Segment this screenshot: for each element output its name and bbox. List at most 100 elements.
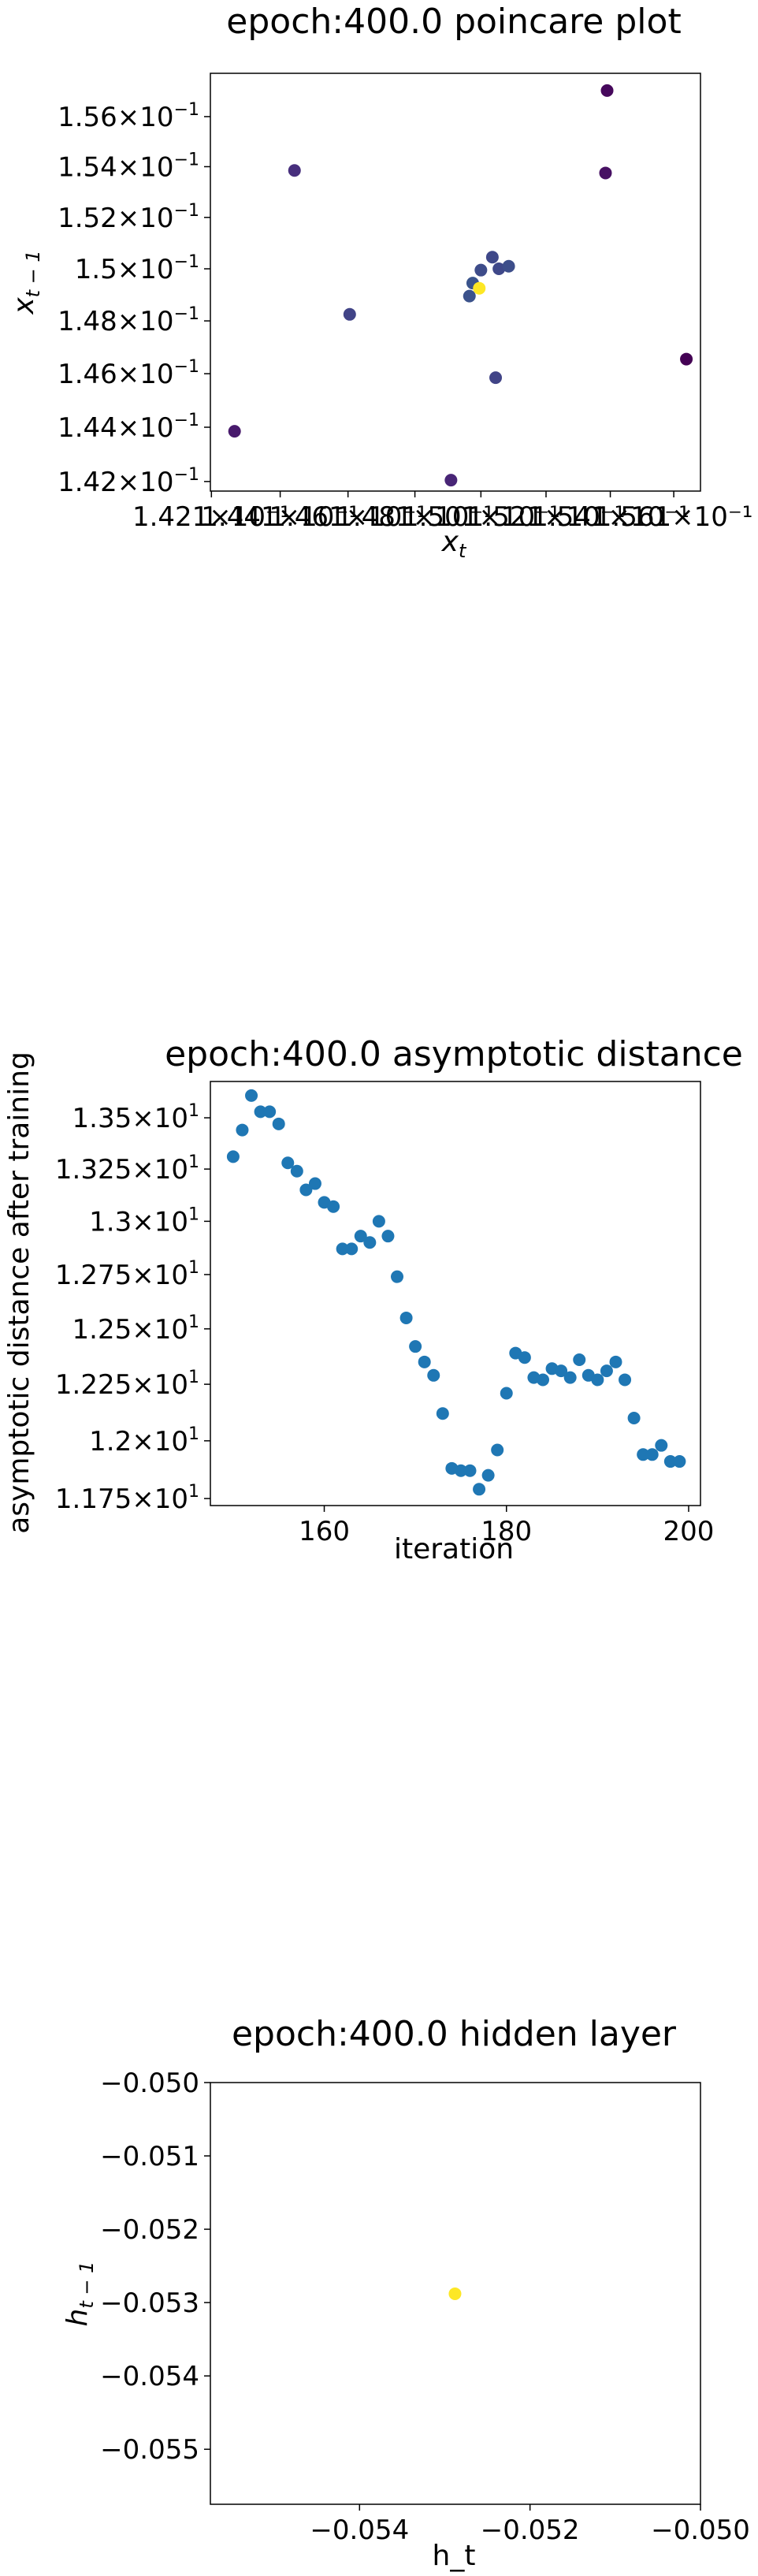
- asymptotic-y-tick-mantissa: 1.225: [55, 1369, 132, 1401]
- poincare-point: [474, 263, 488, 277]
- asymptotic-y-tick-power: ×10: [132, 1206, 188, 1238]
- poincare-x-tick-label: 1.441×10⁻¹: [201, 501, 359, 533]
- asymptotic-point: [637, 1448, 650, 1461]
- hidden-layer-x-tick-label: −0.054: [310, 2515, 409, 2546]
- poincare-x-axis: 1.421×10⁻¹1.441×10⁻¹1.461×10⁻¹1.481×10⁻¹…: [132, 491, 752, 533]
- asymptotic-y-tick-power: ×10: [132, 1369, 188, 1401]
- poincare-point: [599, 166, 612, 180]
- asymptotic-point: [399, 1311, 413, 1324]
- hidden-layer-chart: epoch:400.0 hidden layer −0.050−0.051−0.…: [61, 2014, 750, 2572]
- hidden-layer-y-tick-label: −0.055: [100, 2434, 199, 2466]
- poincare-x-tick-label: 1.561×10⁻¹: [595, 501, 753, 533]
- hidden-layer-points: [448, 2287, 462, 2300]
- asymptotic-point: [363, 1236, 377, 1249]
- asymptotic-y-tick-power: ×10: [132, 1103, 188, 1134]
- asymptotic-y-tick-label: 1.175×101: [55, 1482, 199, 1515]
- asymptotic-point: [409, 1340, 422, 1353]
- poincare-y-tick-label: 1.54×10−1: [58, 150, 199, 183]
- hidden-layer-y-tick-label: −0.054: [100, 2361, 199, 2392]
- poincare-point: [288, 164, 301, 177]
- poincare-point: [228, 425, 241, 438]
- asymptotic-point: [327, 1200, 340, 1213]
- hidden-layer-x-axis: −0.054 −0.052 −0.050: [310, 2504, 750, 2546]
- poincare-x-tick-label: 1.481×10⁻¹: [336, 501, 494, 533]
- asymptotic-point: [354, 1230, 367, 1243]
- hidden-layer-plot-area: [210, 2082, 701, 2505]
- asymptotic-x-tick-label: 180: [481, 1516, 532, 1547]
- poincare-x-tick-label: 1.421×10⁻¹: [132, 501, 291, 533]
- poincare-point: [600, 84, 614, 97]
- asymptotic-point: [591, 1373, 604, 1387]
- poincare-y-tick-power: ×10: [117, 102, 174, 133]
- asymptotic-point: [555, 1364, 568, 1378]
- asymptotic-x-tick-label: 200: [663, 1516, 715, 1547]
- poincare-y-tick-exponent: −1: [174, 252, 199, 272]
- asymptotic-point: [281, 1156, 295, 1170]
- asymptotic-y-tick-power: ×10: [132, 1314, 188, 1346]
- poincare-y-tick-label: 1.46×10−1: [58, 357, 199, 390]
- hidden-layer-y-axis: −0.050 −0.051 −0.052 −0.053 −0.054 −0.055: [100, 2068, 210, 2466]
- asymptotic-y-tick-exponent: 1: [188, 1368, 199, 1387]
- poincare-y-tick-exponent: −1: [174, 201, 199, 221]
- asymptotic-point: [236, 1123, 249, 1137]
- asymptotic-y-tick-mantissa: 1.3: [89, 1206, 132, 1238]
- poincare-point: [463, 289, 476, 303]
- poincare-point: [343, 307, 356, 321]
- poincare-x-tick-label: 1.521×10⁻¹: [467, 501, 626, 533]
- asymptotic-y-tick-power: ×10: [132, 1426, 188, 1457]
- asymptotic-y-tick-mantissa: 1.275: [55, 1260, 132, 1291]
- poincare-y-tick-mantissa: 1.42: [58, 467, 117, 498]
- asymptotic-y-tick-mantissa: 1.25: [72, 1314, 132, 1346]
- asymptotic-point: [627, 1411, 641, 1424]
- poincare-point: [489, 371, 503, 385]
- poincare-y-tick-power: ×10: [117, 412, 174, 444]
- asymptotic-point: [336, 1242, 349, 1256]
- poincare-y-tick-label: 1.5×10−1: [75, 252, 199, 285]
- hidden-layer-x-tick-label: −0.050: [651, 2515, 750, 2546]
- asymptotic-point: [481, 1469, 495, 1482]
- asymptotic-point: [391, 1270, 404, 1283]
- poincare-points: [228, 84, 693, 487]
- asymptotic-y-tick-mantissa: 1.175: [55, 1483, 132, 1515]
- hidden-layer-y-tick-label: −0.051: [100, 2141, 199, 2172]
- asymptotic-point: [427, 1368, 440, 1382]
- asymptotic-chart-title: epoch:400.0 asymptotic distance: [165, 1034, 743, 1074]
- poincare-y-tick-power: ×10: [117, 254, 174, 285]
- asymptotic-point: [619, 1373, 632, 1387]
- asymptotic-point: [500, 1387, 513, 1400]
- asymptotic-point: [308, 1177, 321, 1190]
- asymptotic-y-tick-power: ×10: [132, 1483, 188, 1515]
- asymptotic-point: [245, 1089, 258, 1102]
- hidden-layer-point: [448, 2287, 462, 2300]
- asymptotic-point: [454, 1464, 467, 1477]
- asymptotic-y-tick-label: 1.3×101: [89, 1204, 199, 1238]
- poincare-y-tick-mantissa: 1.44: [58, 412, 117, 444]
- poincare-x-tick-label: 1.461×10⁻¹: [269, 501, 427, 533]
- poincare-y-tick-exponent: −1: [174, 465, 199, 485]
- asymptotic-y-tick-mantissa: 1.2: [89, 1426, 132, 1457]
- poincare-y-tick-label: 1.42×10−1: [58, 465, 199, 498]
- asymptotic-point: [299, 1183, 313, 1197]
- poincare-x-tick-label: 1.541×10⁻¹: [531, 501, 689, 533]
- asymptotic-y-tick-label: 1.2×101: [89, 1424, 199, 1457]
- asymptotic-y-tick-label: 1.325×101: [55, 1152, 199, 1186]
- hidden-layer-y-tick-label: −0.053: [100, 2288, 199, 2319]
- asymptotic-points: [226, 1089, 686, 1496]
- poincare-y-tick-exponent: −1: [174, 357, 199, 377]
- asymptotic-point: [473, 1483, 486, 1496]
- asymptotic-y-tick-label: 1.225×101: [55, 1368, 199, 1401]
- poincare-y-tick-exponent: −1: [174, 150, 199, 169]
- poincare-y-tick-mantissa: 1.52: [58, 203, 117, 234]
- poincare-x-tick-label: 1.501×10⁻¹: [402, 501, 560, 533]
- poincare-y-tick-mantissa: 1.56: [58, 102, 117, 133]
- asymptotic-point: [226, 1150, 240, 1163]
- poincare-y-tick-exponent: −1: [174, 411, 199, 430]
- poincare-y-tick-power: ×10: [117, 359, 174, 390]
- asymptotic-x-tick-label: 160: [299, 1516, 350, 1547]
- hidden-layer-x-tick-label: −0.052: [481, 2515, 580, 2546]
- asymptotic-point: [655, 1439, 668, 1452]
- asymptotic-point: [345, 1242, 359, 1256]
- asymptotic-point: [536, 1373, 549, 1387]
- asymptotic-y-tick-exponent: 1: [188, 1152, 199, 1172]
